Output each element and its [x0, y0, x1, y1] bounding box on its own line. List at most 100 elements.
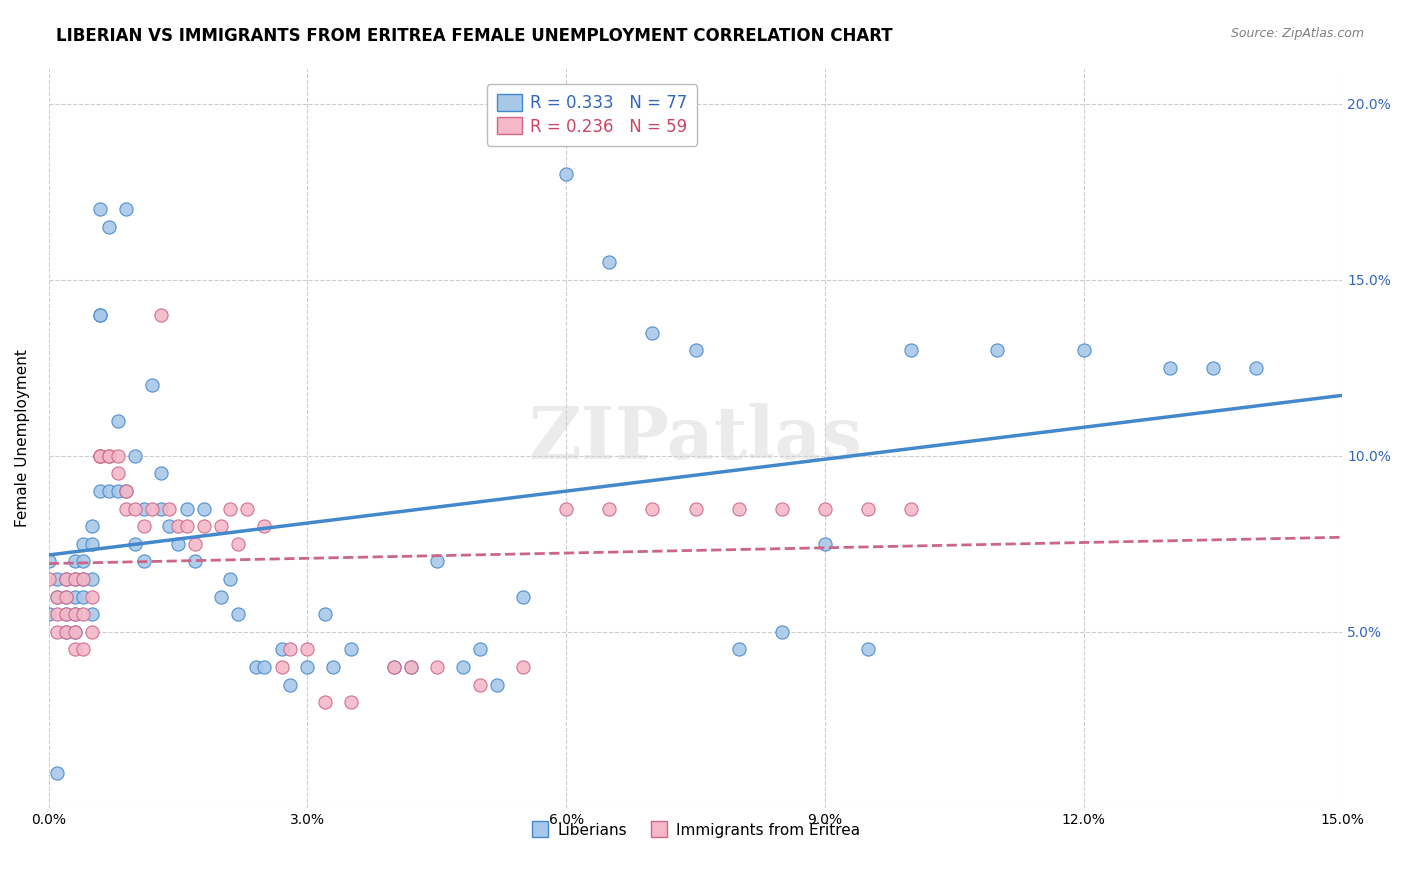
- Liberians: [986, 343, 1008, 358]
- Immigrants from Eritrea: [46, 607, 69, 621]
- Immigrants from Eritrea: [115, 483, 138, 498]
- Immigrants from Eritrea: [63, 624, 86, 639]
- Immigrants from Eritrea: [98, 449, 121, 463]
- Immigrants from Eritrea: [727, 501, 749, 516]
- Liberians: [856, 642, 879, 657]
- Immigrants from Eritrea: [236, 501, 259, 516]
- Immigrants from Eritrea: [193, 519, 215, 533]
- Liberians: [1244, 360, 1267, 375]
- Immigrants from Eritrea: [63, 607, 86, 621]
- Liberians: [98, 219, 121, 234]
- Immigrants from Eritrea: [55, 607, 77, 621]
- Liberians: [46, 572, 69, 586]
- Immigrants from Eritrea: [89, 449, 111, 463]
- Immigrants from Eritrea: [63, 642, 86, 657]
- Immigrants from Eritrea: [124, 501, 146, 516]
- Liberians: [297, 660, 319, 674]
- Text: LIBERIAN VS IMMIGRANTS FROM ERITREA FEMALE UNEMPLOYMENT CORRELATION CHART: LIBERIAN VS IMMIGRANTS FROM ERITREA FEMA…: [56, 27, 893, 45]
- Liberians: [107, 413, 129, 427]
- Liberians: [107, 483, 129, 498]
- Immigrants from Eritrea: [856, 501, 879, 516]
- Liberians: [1159, 360, 1181, 375]
- Liberians: [451, 660, 474, 674]
- Liberians: [55, 624, 77, 639]
- Liberians: [382, 660, 405, 674]
- Liberians: [72, 590, 94, 604]
- Immigrants from Eritrea: [72, 607, 94, 621]
- Immigrants from Eritrea: [149, 308, 172, 322]
- Liberians: [89, 308, 111, 322]
- Immigrants from Eritrea: [900, 501, 922, 516]
- Liberians: [149, 501, 172, 516]
- Immigrants from Eritrea: [278, 642, 301, 657]
- Text: ZIPatlas: ZIPatlas: [529, 402, 862, 474]
- Immigrants from Eritrea: [209, 519, 232, 533]
- Liberians: [80, 519, 103, 533]
- Liberians: [426, 554, 449, 568]
- Liberians: [770, 624, 793, 639]
- Liberians: [149, 467, 172, 481]
- Immigrants from Eritrea: [132, 519, 155, 533]
- Liberians: [115, 483, 138, 498]
- Liberians: [339, 642, 361, 657]
- Liberians: [641, 326, 664, 340]
- Immigrants from Eritrea: [46, 590, 69, 604]
- Liberians: [132, 501, 155, 516]
- Liberians: [245, 660, 267, 674]
- Liberians: [314, 607, 336, 621]
- Liberians: [270, 642, 292, 657]
- Liberians: [159, 519, 181, 533]
- Immigrants from Eritrea: [218, 501, 240, 516]
- Immigrants from Eritrea: [55, 590, 77, 604]
- Liberians: [1202, 360, 1225, 375]
- Immigrants from Eritrea: [167, 519, 190, 533]
- Immigrants from Eritrea: [641, 501, 664, 516]
- Immigrants from Eritrea: [115, 501, 138, 516]
- Liberians: [63, 590, 86, 604]
- Liberians: [278, 677, 301, 691]
- Immigrants from Eritrea: [339, 695, 361, 709]
- Immigrants from Eritrea: [176, 519, 198, 533]
- Liberians: [115, 202, 138, 217]
- Liberians: [685, 343, 707, 358]
- Liberians: [228, 607, 250, 621]
- Immigrants from Eritrea: [107, 449, 129, 463]
- Liberians: [72, 572, 94, 586]
- Immigrants from Eritrea: [55, 624, 77, 639]
- Liberians: [55, 607, 77, 621]
- Liberians: [132, 554, 155, 568]
- Immigrants from Eritrea: [38, 572, 60, 586]
- Immigrants from Eritrea: [426, 660, 449, 674]
- Immigrants from Eritrea: [141, 501, 163, 516]
- Immigrants from Eritrea: [228, 537, 250, 551]
- Liberians: [55, 590, 77, 604]
- Immigrants from Eritrea: [72, 572, 94, 586]
- Immigrants from Eritrea: [512, 660, 534, 674]
- Liberians: [46, 765, 69, 780]
- Immigrants from Eritrea: [63, 572, 86, 586]
- Immigrants from Eritrea: [46, 624, 69, 639]
- Immigrants from Eritrea: [80, 624, 103, 639]
- Liberians: [46, 590, 69, 604]
- Liberians: [900, 343, 922, 358]
- Liberians: [468, 642, 491, 657]
- Liberians: [98, 483, 121, 498]
- Immigrants from Eritrea: [89, 449, 111, 463]
- Liberians: [322, 660, 344, 674]
- Immigrants from Eritrea: [468, 677, 491, 691]
- Liberians: [814, 537, 837, 551]
- Liberians: [63, 624, 86, 639]
- Liberians: [38, 554, 60, 568]
- Liberians: [512, 590, 534, 604]
- Immigrants from Eritrea: [89, 449, 111, 463]
- Immigrants from Eritrea: [98, 449, 121, 463]
- Immigrants from Eritrea: [107, 467, 129, 481]
- Liberians: [55, 572, 77, 586]
- Liberians: [89, 202, 111, 217]
- Immigrants from Eritrea: [770, 501, 793, 516]
- Immigrants from Eritrea: [314, 695, 336, 709]
- Immigrants from Eritrea: [598, 501, 620, 516]
- Liberians: [89, 308, 111, 322]
- Liberians: [167, 537, 190, 551]
- Liberians: [218, 572, 240, 586]
